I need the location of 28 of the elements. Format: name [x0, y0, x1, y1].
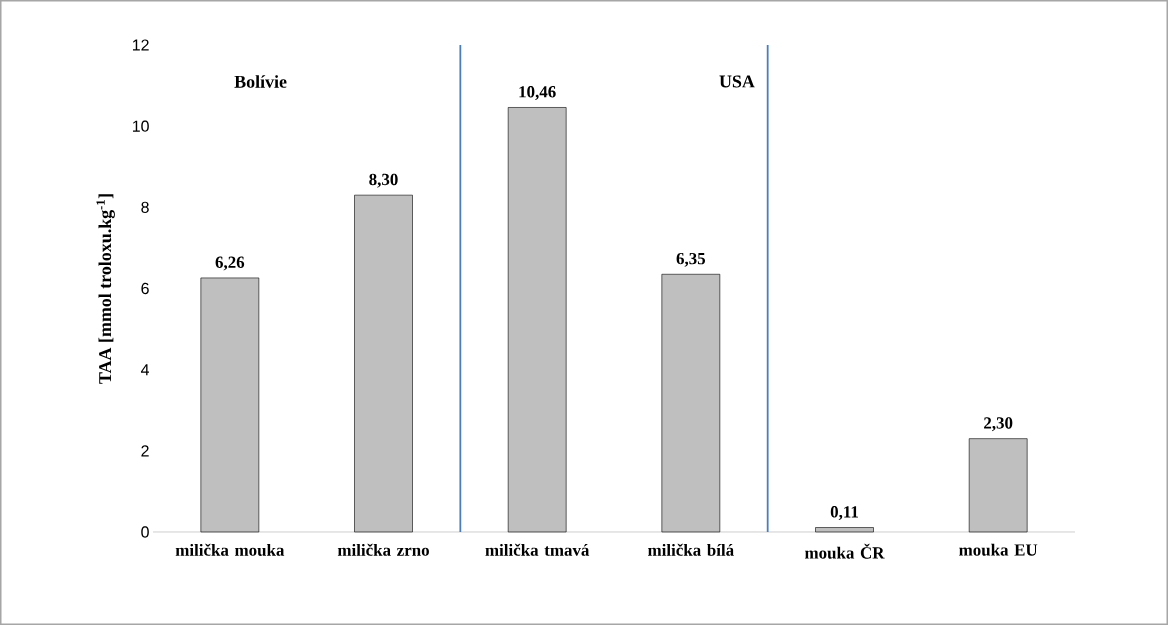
- data-label: 6,35: [676, 252, 706, 267]
- x-tick-label: milička zrno: [337, 543, 429, 556]
- bar: [968, 438, 1028, 533]
- y-tick-label: 8: [141, 201, 149, 213]
- annotation: USA: [719, 75, 755, 88]
- bar: [507, 107, 567, 533]
- x-tick-label: milička tmavá: [485, 543, 590, 556]
- y-tick-label: 0: [141, 526, 149, 538]
- y-tick-label: 2: [141, 445, 149, 457]
- data-label: 2,30: [984, 417, 1013, 432]
- bar: [815, 527, 874, 533]
- data-label: 6,26: [215, 256, 245, 271]
- x-tick-label: milička mouka: [175, 543, 285, 556]
- y-tick-label: 4: [140, 364, 150, 376]
- y-tick-label: 10: [132, 120, 149, 132]
- x-tick-label: mouka EU: [959, 543, 1038, 556]
- bar: [354, 194, 413, 533]
- bar: [661, 273, 721, 533]
- data-label: 10,46: [519, 86, 556, 100]
- data-label: 0,11: [830, 506, 858, 520]
- x-tick-label: milička bílá: [648, 543, 734, 556]
- y-tick-label: 12: [132, 39, 149, 51]
- y-tick-label: 6: [141, 282, 149, 295]
- bar: [200, 277, 260, 533]
- annotation: Bolívie: [234, 75, 287, 88]
- data-label: 8,30: [369, 173, 398, 188]
- x-tick-label: mouka ČR: [804, 543, 885, 559]
- y-axis-title: TAA [mmol troloxu.kg$^{-1}$]: [96, 194, 115, 384]
